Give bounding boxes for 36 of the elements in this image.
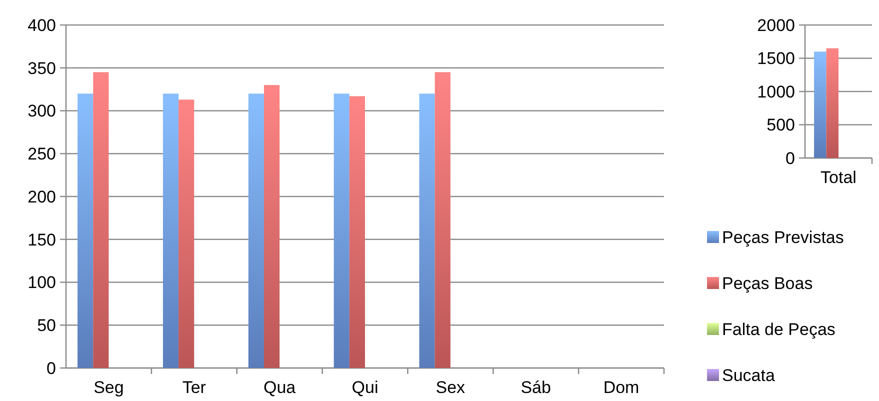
bar	[78, 94, 94, 368]
bar	[93, 72, 109, 368]
bar	[178, 100, 194, 368]
legend-label: Peças Previstas	[722, 228, 844, 247]
y-tick-label: 2000	[757, 16, 795, 35]
y-tick-label: 350	[28, 58, 56, 78]
x-tick-label: Total	[820, 168, 856, 187]
x-tick-label: Qui	[352, 378, 378, 397]
y-tick-label: 300	[28, 102, 56, 121]
legend-label: Sucata	[722, 366, 776, 385]
y-tick-label: 100	[28, 273, 56, 292]
y-tick-label: 200	[28, 187, 56, 206]
x-tick-label: Qua	[264, 378, 296, 397]
y-tick-label: 0	[786, 148, 795, 168]
y-tick-label: 0	[46, 358, 56, 378]
bar	[162, 94, 179, 368]
legend-label: Falta de Peças	[722, 320, 836, 339]
x-tick-label: Sáb	[520, 378, 551, 397]
x-tick-label: Ter	[182, 378, 206, 397]
bar	[248, 94, 264, 368]
y-tick-label: 400	[28, 16, 56, 35]
y-tick-label: 50	[37, 316, 56, 336]
x-tick-label: Seg	[94, 378, 124, 397]
bar	[349, 96, 365, 368]
bar	[334, 94, 350, 368]
legend-label: Peças Boas	[722, 274, 813, 293]
y-tick-label: 1000	[757, 82, 795, 102]
x-tick-label: Dom	[603, 378, 640, 397]
y-tick-label: 1500	[757, 49, 795, 68]
x-tick-label: Sex	[436, 378, 466, 397]
bar	[264, 85, 280, 368]
y-tick-label: 250	[28, 144, 56, 164]
y-tick-label: 150	[28, 230, 56, 250]
y-tick-label: 500	[766, 116, 795, 135]
bar	[419, 94, 435, 368]
bar	[434, 72, 450, 368]
